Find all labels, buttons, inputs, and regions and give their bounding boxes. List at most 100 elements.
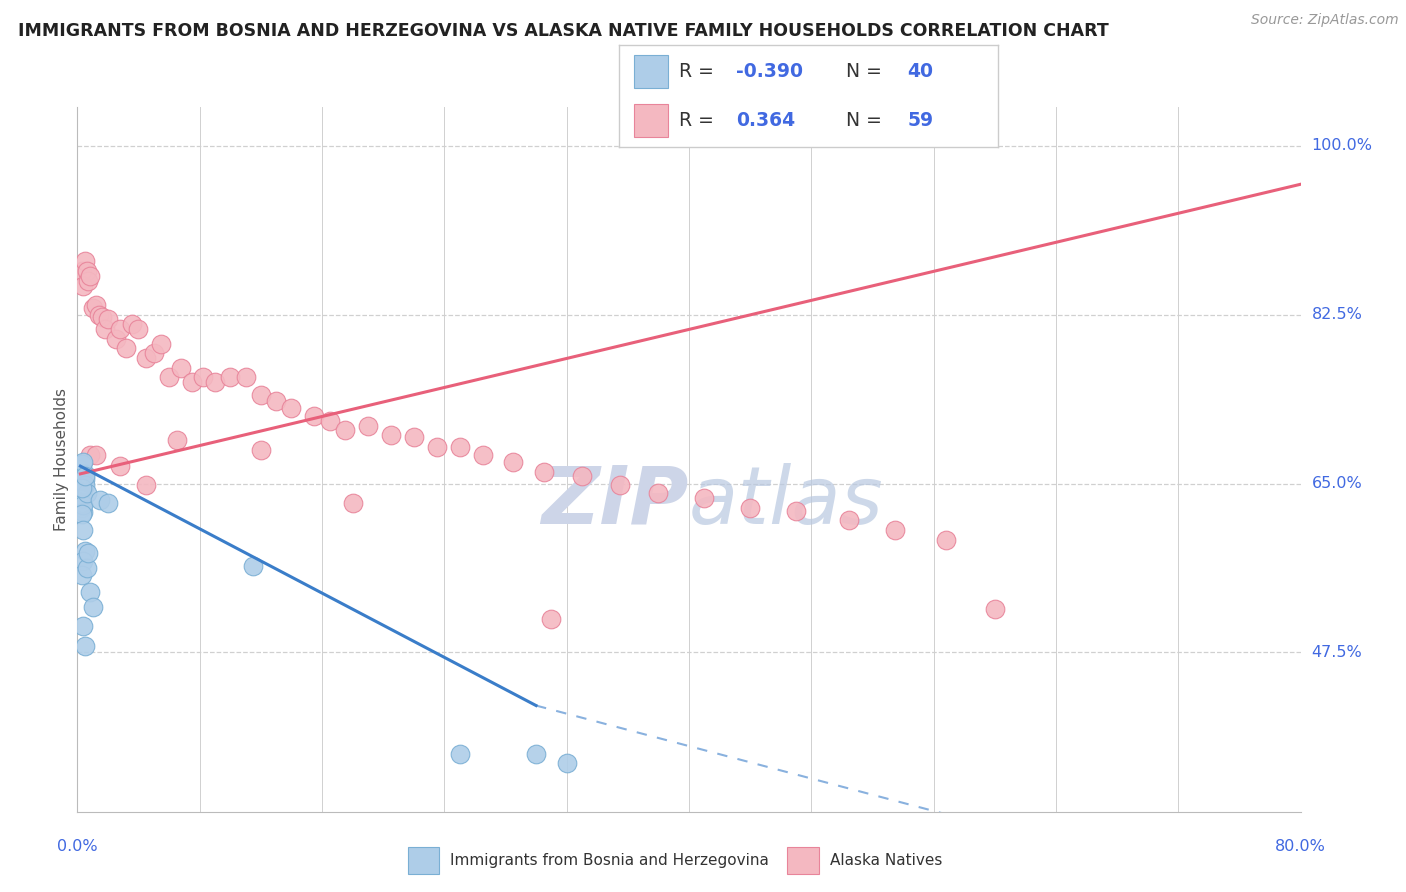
Point — [70, 508, 93, 522]
Point — [72, 506, 94, 520]
Point — [72, 619, 94, 633]
Text: R =: R = — [679, 111, 720, 130]
Point — [82, 600, 104, 615]
Point — [79, 584, 101, 599]
Point — [204, 375, 226, 389]
Point — [73, 254, 96, 268]
Point — [402, 430, 425, 444]
Point — [471, 448, 494, 462]
Point — [280, 401, 302, 416]
Point — [533, 465, 555, 479]
Point — [97, 496, 120, 510]
Point — [72, 554, 94, 568]
Point — [785, 503, 807, 517]
Point — [72, 523, 94, 537]
Text: N =: N = — [846, 111, 889, 130]
Point — [70, 457, 93, 471]
Point — [449, 440, 471, 454]
Point — [87, 308, 110, 322]
Point — [79, 448, 101, 462]
Point — [82, 301, 104, 315]
FancyBboxPatch shape — [408, 847, 439, 874]
Point — [70, 568, 93, 582]
Point — [984, 602, 1007, 616]
Text: 65.0%: 65.0% — [1312, 476, 1362, 491]
Point — [76, 486, 98, 500]
Text: 59: 59 — [907, 111, 934, 130]
Point — [73, 478, 96, 492]
Point — [76, 561, 98, 575]
Point — [609, 478, 631, 492]
Point — [142, 346, 165, 360]
Text: 0.364: 0.364 — [737, 111, 796, 130]
Point — [264, 394, 287, 409]
Point — [77, 546, 100, 560]
Point — [157, 370, 180, 384]
Point — [73, 467, 96, 481]
Point — [121, 317, 143, 331]
Text: -0.390: -0.390 — [737, 62, 803, 81]
Point — [90, 310, 112, 325]
Point — [72, 278, 94, 293]
Point — [304, 409, 326, 423]
Point — [70, 264, 93, 278]
Text: atlas: atlas — [689, 463, 884, 541]
Point — [70, 486, 93, 500]
Point — [935, 533, 957, 547]
Point — [115, 342, 138, 356]
Point — [571, 468, 593, 483]
Point — [70, 496, 93, 510]
Point — [884, 523, 907, 537]
Point — [380, 428, 402, 442]
FancyBboxPatch shape — [787, 847, 820, 874]
Point — [70, 481, 93, 495]
Point — [72, 481, 94, 495]
Point — [73, 544, 96, 558]
Point — [693, 491, 716, 505]
Text: Alaska Natives: Alaska Natives — [830, 854, 942, 868]
Text: 80.0%: 80.0% — [1275, 839, 1326, 855]
Text: 100.0%: 100.0% — [1312, 138, 1372, 153]
Point — [72, 491, 94, 505]
Point — [70, 498, 93, 512]
Point — [357, 418, 380, 433]
Text: Immigrants from Bosnia and Herzegovina: Immigrants from Bosnia and Herzegovina — [450, 854, 769, 868]
Point — [524, 747, 547, 761]
Point — [555, 756, 578, 771]
Point — [250, 442, 273, 457]
Point — [135, 478, 157, 492]
Point — [127, 322, 149, 336]
Point — [342, 496, 364, 510]
Point — [72, 472, 94, 486]
Point — [72, 498, 94, 512]
Point — [69, 491, 91, 505]
Text: 47.5%: 47.5% — [1312, 645, 1362, 660]
Point — [235, 370, 257, 384]
Point — [318, 414, 340, 428]
Point — [69, 462, 91, 476]
Point — [69, 472, 91, 486]
Point — [70, 500, 93, 515]
Point — [219, 370, 242, 384]
Point — [135, 351, 157, 365]
Point — [647, 486, 669, 500]
Point — [740, 500, 762, 515]
Point — [426, 440, 449, 454]
Point — [449, 747, 471, 761]
Point — [73, 468, 96, 483]
Point — [150, 336, 173, 351]
Point — [181, 375, 204, 389]
Point — [97, 312, 120, 326]
Point — [170, 360, 193, 375]
Text: ZIP: ZIP — [541, 463, 689, 541]
Text: 0.0%: 0.0% — [58, 839, 97, 855]
Text: 82.5%: 82.5% — [1312, 307, 1362, 322]
Point — [540, 612, 562, 626]
Text: Source: ZipAtlas.com: Source: ZipAtlas.com — [1251, 13, 1399, 28]
Point — [72, 472, 94, 486]
Point — [191, 370, 214, 384]
Point — [72, 467, 94, 481]
Point — [73, 472, 96, 486]
Point — [333, 424, 356, 438]
Point — [104, 332, 127, 346]
